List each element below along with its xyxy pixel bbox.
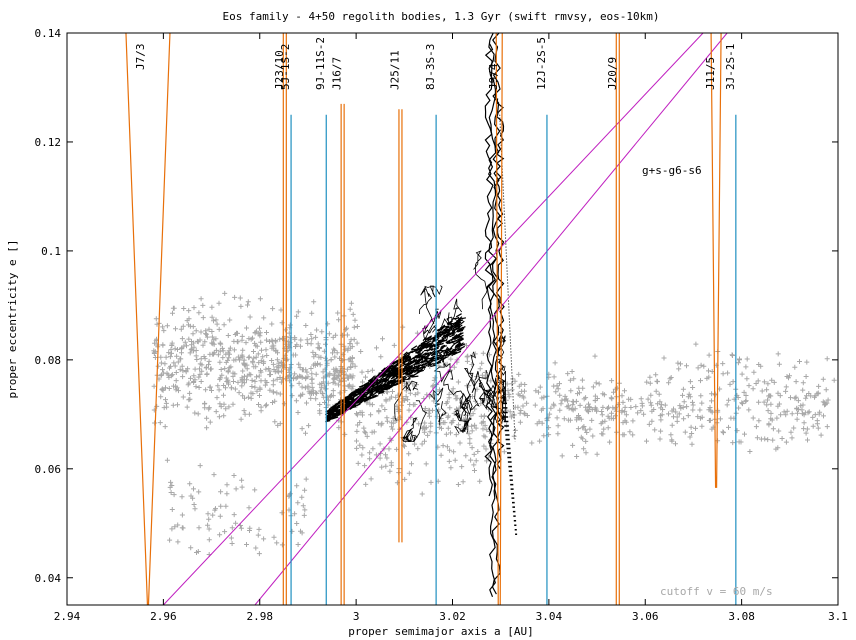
family-point-cloud — [164, 457, 309, 557]
annotation-cutoff: cutoff v = 60 m/s — [660, 585, 773, 598]
x-tick-label: 2.98 — [247, 610, 274, 623]
track-column — [484, 43, 494, 497]
track-band — [324, 313, 467, 423]
resonance-label-J16/7: J16/7 — [331, 57, 344, 90]
family-point-cloud — [500, 353, 831, 459]
resonance-label-8J-3S-3: 8J-3S-3 — [424, 44, 437, 90]
x-tick-label: 2.96 — [150, 610, 177, 623]
x-tick-label: 3.06 — [632, 610, 659, 623]
x-tick-label: 2.94 — [54, 610, 81, 623]
resonance-label-J25/11: J25/11 — [388, 50, 401, 90]
resonance-label-3J-2S-1: 3J-2S-1 — [724, 44, 737, 90]
resonance-label-9J-11S-2: 9J-11S-2 — [314, 37, 327, 90]
y-tick-label: 0.06 — [35, 463, 62, 476]
family-points — [151, 290, 837, 557]
family-point-cloud — [653, 341, 837, 397]
resonance-line-J9/4 — [495, 32, 503, 606]
resonance-label-5J-1S-2: 5J-1S-2 — [279, 44, 292, 90]
x-axis-label: proper semimajor axis a [AU] — [348, 625, 533, 638]
secular-resonance-label: g+s-g6-s6 — [642, 164, 702, 177]
y-tick-label: 0.08 — [35, 354, 62, 367]
track-column — [495, 98, 505, 470]
axis-layer: 2.94 2.96 2.98 3 3.02 3.04 3.06 3.08 3.1 0.04 0.06… — [35, 27, 848, 623]
track-column — [487, 32, 497, 598]
chart-title: Eos family - 4+50 regolith bodies, 1.3 G… — [222, 10, 659, 23]
resonance-line-J11/5 — [710, 32, 722, 488]
resonance-label-J9/4: J9/4 — [487, 63, 500, 90]
resonance-label-J23/10: J23/10 — [273, 50, 286, 90]
y-tick-label: 0.14 — [35, 27, 62, 40]
axis-ticks — [66, 32, 839, 605]
resonance-label-12J-2S-5: 12J-2S-5 — [535, 37, 548, 90]
family-point-cloud — [354, 324, 494, 497]
resonance-label-J7/3: J7/3 — [134, 44, 147, 71]
resonance-line-J20/9 — [615, 33, 620, 605]
resonance-line-J23/10 — [282, 33, 287, 605]
y-tick-label: 0.12 — [35, 136, 62, 149]
y-tick-label: 0.1 — [41, 245, 61, 258]
track-scribbles — [394, 250, 507, 443]
resonance-line-J7/3 — [125, 32, 171, 606]
x-tick-label: 3 — [353, 610, 360, 623]
x-tick-label: 3.1 — [828, 610, 848, 623]
x-tick-label: 3.02 — [439, 610, 466, 623]
y-axis-label: proper eccentricity e [] — [6, 240, 19, 399]
y-tick-label: 0.04 — [35, 572, 62, 585]
x-tick-label: 3.04 — [536, 610, 563, 623]
secular-resonance-line — [254, 32, 728, 606]
resonance-label-J20/9: J20/9 — [606, 57, 619, 90]
family-point-cloud — [151, 290, 359, 437]
x-tick-label: 3.08 — [728, 610, 755, 623]
resonance-line-J25/11 — [398, 109, 403, 543]
secular-resonance-line — [163, 32, 704, 606]
resonance-label-J11/5: J11/5 — [704, 57, 717, 90]
resonance-line-J16/7 — [340, 103, 345, 605]
track-tail — [502, 402, 518, 535]
